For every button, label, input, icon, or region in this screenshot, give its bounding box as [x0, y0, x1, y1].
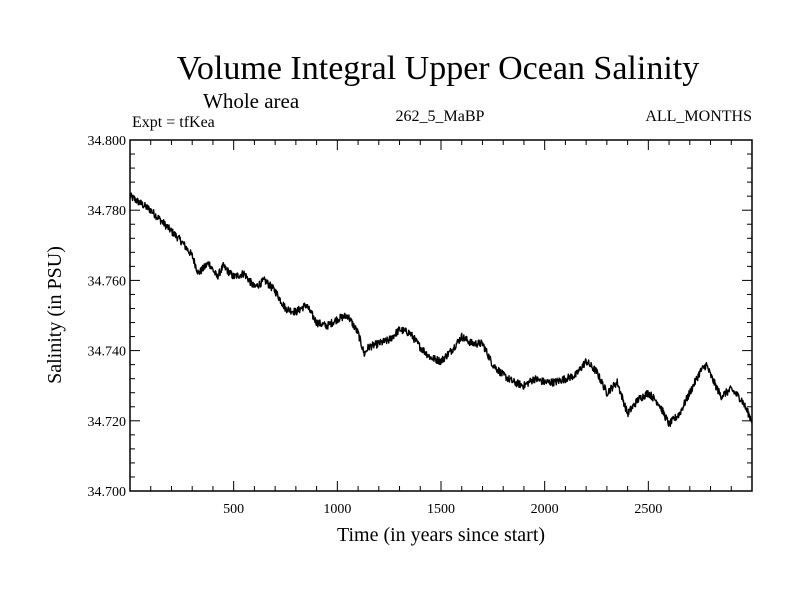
header-center: 262_5_MaBP — [396, 108, 485, 125]
x-tick-label: 500 — [223, 502, 244, 517]
y-tick-label: 34.780 — [88, 204, 127, 219]
x-tick-label: 1500 — [427, 502, 455, 517]
y-axis-label: Salinity (in PSU) — [44, 246, 66, 384]
y-tick-label: 34.760 — [88, 274, 127, 289]
axes-layer: 500 1000 1500 2000 2500 34.700 34.720 34.740 34.… — [88, 134, 752, 517]
y-tick-label: 34.740 — [88, 345, 127, 360]
chart-subtitle: Whole area — [203, 89, 300, 113]
chart-title: Volume Integral Upper Ocean Salinity — [177, 50, 699, 87]
salinity-series-line — [129, 192, 753, 427]
x-tick-label: 1000 — [323, 502, 351, 517]
y-tick-label: 34.720 — [88, 415, 127, 430]
plot-frame — [129, 139, 753, 492]
x-tick-label: 2500 — [634, 502, 662, 517]
series-layer — [129, 192, 753, 427]
x-axis-label: Time (in years since start) — [337, 524, 545, 546]
header-right: ALL_MONTHS — [645, 108, 752, 125]
y-tick-label: 34.700 — [88, 485, 127, 500]
x-tick-label: 2000 — [531, 502, 559, 517]
header-left: Expt = tfKea — [132, 114, 215, 131]
y-tick-label: 34.800 — [88, 134, 127, 149]
